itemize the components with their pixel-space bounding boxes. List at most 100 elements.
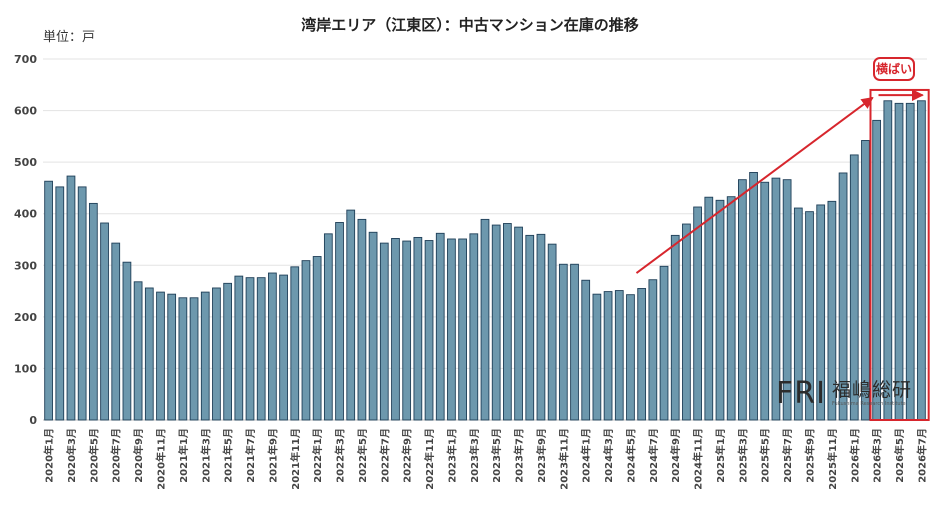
- bar: [133, 281, 143, 421]
- x-tick-label: 2023年5月: [490, 428, 503, 483]
- bar: [782, 179, 792, 421]
- bar: [715, 199, 725, 421]
- bar: [469, 233, 479, 421]
- bar: [491, 224, 501, 421]
- bar: [603, 291, 613, 421]
- bar: [391, 238, 400, 421]
- x-tick-label: 2023年7月: [513, 428, 526, 483]
- bar: [335, 222, 344, 421]
- x-tick-label: 2025年9月: [804, 428, 817, 483]
- bar: [100, 222, 109, 421]
- bar: [648, 279, 658, 421]
- bar: [838, 172, 848, 421]
- flat-trend-callout: 横ばい: [873, 57, 915, 81]
- bar: [323, 233, 333, 421]
- bar: [357, 218, 367, 421]
- x-tick-label: 2022年1月: [311, 428, 324, 483]
- bar: [547, 243, 557, 421]
- bar: [55, 186, 65, 421]
- x-tick-label: 2025年5月: [759, 428, 772, 483]
- bar: [290, 266, 300, 421]
- bar: [379, 242, 389, 421]
- bar: [637, 288, 647, 421]
- bar: [156, 291, 165, 421]
- x-tick-label: 2024年9月: [669, 428, 682, 483]
- bar: [592, 293, 602, 421]
- x-tick-label: 2020年7月: [110, 428, 123, 483]
- bar: [503, 223, 512, 421]
- bar: [827, 200, 837, 421]
- bar: [212, 287, 221, 421]
- uptrend-arrow: [635, 96, 874, 274]
- bar: [749, 172, 758, 421]
- y-tick-label: 300: [14, 259, 37, 272]
- bar: [581, 279, 591, 421]
- x-tick-label: 2025年7月: [781, 428, 794, 483]
- bar: [682, 223, 691, 421]
- bar: [726, 196, 736, 421]
- bar: [883, 100, 893, 421]
- x-tick-label: 2021年11月: [289, 428, 302, 490]
- bar: [558, 263, 568, 421]
- bar: [760, 181, 770, 421]
- x-tick-label: 2022年5月: [356, 428, 369, 483]
- y-tick-label: 100: [14, 362, 37, 375]
- x-tick-label: 2023年3月: [468, 428, 481, 483]
- x-tick-label: 2024年11月: [692, 428, 705, 490]
- bar: [670, 234, 680, 421]
- x-tick-label: 2026年7月: [915, 428, 928, 483]
- x-tick-label: 2023年11月: [557, 428, 570, 490]
- bar: [402, 240, 412, 421]
- bar: [693, 206, 702, 421]
- y-tick-label: 700: [14, 53, 37, 66]
- bar: [626, 294, 635, 421]
- x-tick-label: 2021年1月: [177, 428, 190, 483]
- y-tick-label: 600: [14, 105, 37, 118]
- bars: [44, 100, 926, 421]
- y-tick-label: 400: [14, 208, 37, 221]
- bar: [178, 297, 188, 421]
- bar: [346, 209, 356, 421]
- bar: [480, 218, 490, 421]
- x-tick-label: 2026年1月: [848, 428, 861, 483]
- x-tick-label: 2024年1月: [580, 428, 593, 483]
- bar: [189, 297, 199, 421]
- bar: [525, 234, 535, 421]
- bar: [447, 238, 456, 421]
- bar: [793, 207, 803, 421]
- x-tick-label: 2022年11月: [423, 428, 436, 490]
- bar: [77, 186, 87, 421]
- bar: [88, 202, 98, 421]
- brand-name-en: Fukushima Research Institute: [831, 401, 906, 407]
- bar: [301, 260, 311, 421]
- bar: [279, 274, 288, 421]
- bar: [435, 232, 445, 421]
- bar: [256, 277, 266, 421]
- bar: [894, 102, 904, 421]
- bar: [424, 240, 434, 421]
- bar: [245, 277, 255, 421]
- x-tick-label: 2025年1月: [714, 428, 727, 483]
- bar: [704, 196, 714, 421]
- bar: [816, 204, 826, 421]
- bar: [905, 102, 915, 421]
- bar: [872, 119, 882, 421]
- y-tick-label: 0: [29, 414, 37, 427]
- x-tick-label: 2023年9月: [535, 428, 548, 483]
- x-tick-label: 2022年7月: [378, 428, 391, 483]
- annotations: [635, 88, 930, 421]
- bar: [614, 290, 624, 421]
- bar: [849, 154, 859, 421]
- bar: [111, 242, 121, 421]
- fri-logo: FRI: [776, 376, 826, 411]
- bar: [458, 238, 467, 421]
- bar: [368, 231, 378, 421]
- x-tick-label: 2020年11月: [154, 428, 167, 490]
- x-tick-label: 2022年3月: [334, 428, 347, 483]
- bar: [861, 140, 870, 421]
- bar: [122, 261, 132, 421]
- bar: [917, 100, 926, 421]
- bar: [771, 177, 781, 421]
- bar: [44, 180, 53, 421]
